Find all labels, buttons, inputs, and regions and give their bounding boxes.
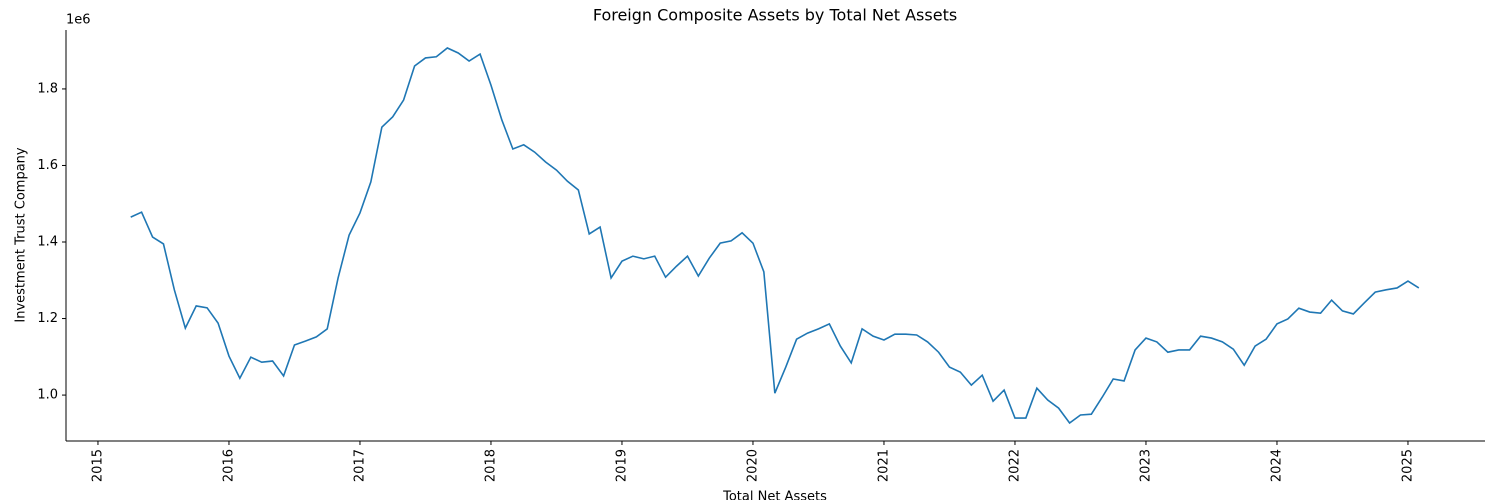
x-tick-label: 2024 <box>1269 449 1284 482</box>
x-tick-label: 2021 <box>876 449 891 482</box>
x-tick-label: 2019 <box>614 449 629 482</box>
x-tick-label: 2022 <box>1007 449 1022 482</box>
chart-title: Foreign Composite Assets by Total Net As… <box>593 6 957 25</box>
y-tick-label: 1.2 <box>37 311 58 326</box>
x-tick-label: 2016 <box>221 449 236 482</box>
x-tick-label: 2023 <box>1138 449 1153 482</box>
y-tick-label: 1.4 <box>37 235 58 250</box>
x-tick-label: 2015 <box>90 449 105 482</box>
y-tick-label: 1.8 <box>37 81 58 96</box>
x-axis-label: Total Net Assets <box>722 490 827 500</box>
x-tick-label: 2018 <box>483 449 498 482</box>
y-axis-label: Investment Trust Company <box>14 147 29 323</box>
y-tick-label: 1.6 <box>37 158 58 173</box>
x-tick-label: 2025 <box>1400 449 1415 482</box>
y-offset-label: 1e6 <box>66 13 91 28</box>
data-line <box>130 47 1420 425</box>
y-tick-label: 1.0 <box>37 388 58 403</box>
x-tick-label: 2020 <box>745 449 760 482</box>
x-tick-label: 2017 <box>352 449 367 482</box>
